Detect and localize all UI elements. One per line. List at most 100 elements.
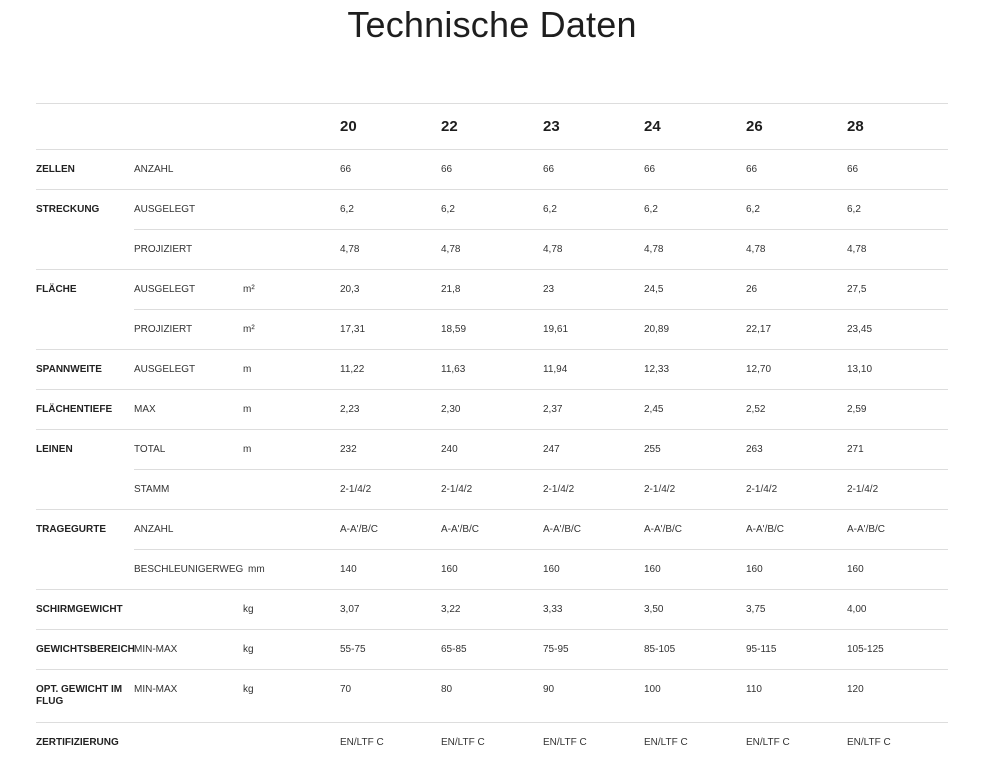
value-cell: 17,31 (340, 324, 366, 335)
table-row: PROJIZIERT 4,78 4,78 4,78 4,78 4,78 4,78 (36, 229, 948, 269)
table-row: PROJIZIERT m² 17,31 18,59 19,61 20,89 22,17 23,… (36, 309, 948, 349)
value-cell: 4,78 (644, 244, 664, 255)
row-divider (36, 189, 948, 190)
value-cell: 26 (746, 284, 758, 295)
value-cell: 4,78 (543, 244, 563, 255)
row-label: FLÄCHE (36, 284, 77, 295)
value-cell: 90 (543, 684, 555, 695)
value-cell: 23 (543, 284, 555, 295)
row-sublabel: PROJIZIERT (134, 244, 193, 255)
value-cell: 11,94 (543, 364, 568, 375)
value-cell: 3,50 (644, 604, 664, 615)
table-header-row: 20 22 23 24 26 28 (36, 103, 948, 149)
row-label: ZELLEN (36, 164, 75, 175)
value-cell: 66 (543, 164, 555, 175)
value-cell: 263 (746, 444, 763, 455)
row-divider (134, 469, 948, 470)
value-cell: 4,00 (847, 604, 867, 615)
table-row: STRECKUNG AUSGELEGT 6,2 6,2 6,2 6,2 6,2 6,2 (36, 189, 948, 229)
value-cell: 2,45 (644, 404, 664, 415)
value-cell: 140 (340, 564, 357, 575)
value-cell: 232 (340, 444, 357, 455)
value-cell: 120 (847, 684, 864, 695)
row-unit: m² (243, 284, 255, 295)
value-cell: 80 (441, 684, 453, 695)
row-divider (36, 269, 948, 270)
value-cell: 11,22 (340, 364, 365, 375)
row-label: GEWICHTSBEREICH (36, 644, 135, 655)
value-cell: 4,78 (847, 244, 867, 255)
value-cell: 20,3 (340, 284, 360, 295)
row-divider (134, 549, 948, 550)
table-row: OPT. GEWICHT IM FLUG MIN-MAX kg 70 80 90 100 11… (36, 669, 948, 722)
row-unit: m (243, 364, 252, 375)
table-row: GEWICHTSBEREICH MIN-MAX kg 55-75 65-85 75-95 8… (36, 629, 948, 669)
row-unit: kg (243, 684, 254, 695)
value-cell: 4,78 (441, 244, 461, 255)
value-cell: 6,2 (644, 204, 658, 215)
value-cell: 85-105 (644, 644, 676, 655)
value-cell: 100 (644, 684, 661, 695)
row-divider (36, 722, 948, 723)
value-cell: 160 (644, 564, 661, 575)
row-unit: m (243, 404, 252, 415)
row-label: ZERTIFIZIERUNG (36, 737, 119, 748)
value-cell: 2,23 (340, 404, 360, 415)
value-cell: 160 (441, 564, 458, 575)
row-label: FLÄCHENTIEFE (36, 404, 113, 415)
value-cell: 160 (847, 564, 864, 575)
value-cell: 2,30 (441, 404, 461, 415)
row-divider (134, 229, 948, 230)
value-cell: 23,45 (847, 324, 873, 335)
value-cell: EN/LTF C (847, 737, 891, 748)
value-cell: 3,22 (441, 604, 461, 615)
value-cell: 3,33 (543, 604, 563, 615)
row-divider (36, 149, 948, 150)
value-cell: A-A'/B/C (644, 524, 683, 535)
value-cell: A-A'/B/C (441, 524, 480, 535)
row-divider (134, 309, 948, 310)
value-cell: 95-115 (746, 644, 777, 655)
row-sublabel: MIN-MAX (134, 644, 178, 655)
row-sublabel: BESCHLEUNIGERWEG (134, 564, 244, 575)
size-header: 23 (543, 118, 560, 135)
value-cell: 70 (340, 684, 352, 695)
value-cell: 105-125 (847, 644, 884, 655)
size-header: 20 (340, 118, 357, 135)
table-row: FLÄCHE AUSGELEGT m² 20,3 21,8 23 24,5 26 27,5 (36, 269, 948, 309)
value-cell: 66 (644, 164, 656, 175)
row-sublabel: TOTAL (134, 444, 166, 455)
value-cell: A-A'/B/C (543, 524, 582, 535)
row-unit: m² (243, 324, 255, 335)
table-row: ZELLEN ANZAHL 66 66 66 66 66 66 (36, 149, 948, 189)
row-divider (36, 429, 948, 430)
value-cell: 19,61 (543, 324, 569, 335)
value-cell: 22,17 (746, 324, 772, 335)
row-sublabel: AUSGELEGT (134, 364, 196, 375)
value-cell: 160 (746, 564, 763, 575)
value-cell: 160 (543, 564, 560, 575)
value-cell: EN/LTF C (644, 737, 688, 748)
value-cell: 6,2 (847, 204, 861, 215)
table-row: TRAGEGURTE ANZAHL A-A'/B/C A-A'/B/C A-A'/B/C… (36, 509, 948, 549)
spec-table: 20 22 23 24 26 28 ZELLEN ANZAHL 66 66 66 66 66 66 STRE… (36, 103, 948, 762)
table-row: BESCHLEUNIGERWEG mm 140 160 160 160 160 160 (36, 549, 948, 589)
row-sublabel: AUSGELEGT (134, 204, 196, 215)
value-cell: 255 (644, 444, 661, 455)
value-cell: A-A'/B/C (340, 524, 379, 535)
value-cell: 6,2 (340, 204, 354, 215)
value-cell: 2,37 (543, 404, 563, 415)
value-cell: A-A'/B/C (746, 524, 785, 535)
row-unit: kg (243, 604, 254, 615)
page-title: Technische Daten (347, 4, 637, 45)
row-sublabel: PROJIZIERT (134, 324, 193, 335)
row-label: SPANNWEITE (36, 364, 102, 375)
row-divider (36, 629, 948, 630)
value-cell: 24,5 (644, 284, 664, 295)
value-cell: 247 (543, 444, 560, 455)
table-row: SCHIRMGEWICHT kg 3,07 3,22 3,33 3,50 3,75 4,00 (36, 589, 948, 629)
value-cell: 2-1/4/2 (847, 484, 879, 495)
value-cell: A-A'/B/C (847, 524, 886, 535)
table-row: STAMM 2-1/4/2 2-1/4/2 2-1/4/2 2-1/4/2 2-1/4/2… (36, 469, 948, 509)
row-sublabel: STAMM (134, 484, 170, 495)
